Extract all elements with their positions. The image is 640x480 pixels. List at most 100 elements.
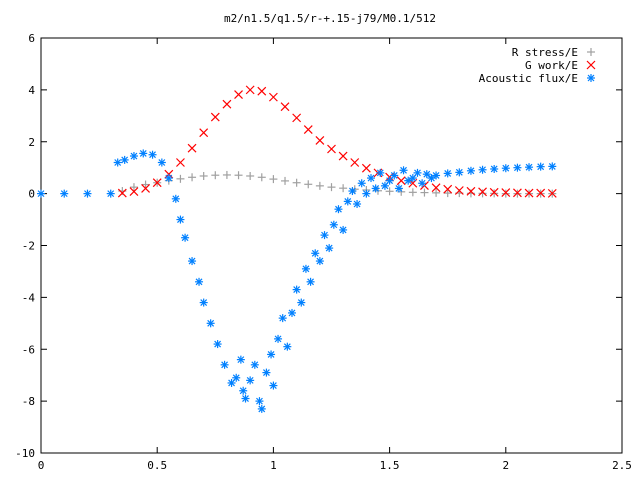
series-2-point <box>361 163 371 173</box>
series-3-point <box>287 308 296 317</box>
x-tick-label: 1 <box>270 459 277 472</box>
series-2 <box>117 85 557 198</box>
series-3-point <box>418 179 427 188</box>
series-1-point <box>408 188 417 197</box>
y-tick-label: -8 <box>22 395 35 408</box>
series-2-point <box>327 144 336 154</box>
y-tick-label: -2 <box>22 240 35 253</box>
x-tick-label: 2.5 <box>612 459 632 472</box>
series-3-point <box>206 319 215 328</box>
series-3-point <box>188 257 197 266</box>
series-2-point <box>478 187 487 197</box>
series-2-point <box>501 188 511 198</box>
series-3-point <box>443 169 452 178</box>
series-2-point <box>292 113 302 123</box>
series-1-point <box>246 171 255 180</box>
series-3-point <box>357 179 366 188</box>
series-1-point <box>141 180 150 189</box>
series-2-point <box>210 112 220 122</box>
y-tick-label: -10 <box>15 447 35 460</box>
series-2-point <box>443 184 453 194</box>
series-2-point <box>431 183 441 193</box>
series-3-point <box>120 155 129 164</box>
series-3-point <box>376 168 385 177</box>
series-1-point <box>490 189 499 198</box>
series-3-point <box>413 168 422 177</box>
series-3-point <box>343 197 352 206</box>
series-2-point <box>350 158 360 167</box>
series-3-point <box>394 184 403 193</box>
series-2-point <box>129 187 139 196</box>
series-3-point <box>371 184 380 193</box>
series-1-point <box>327 183 336 192</box>
series-1-point <box>443 189 452 198</box>
series-3-point <box>334 205 343 214</box>
series-1-point <box>234 171 243 180</box>
series-3-point <box>139 149 148 158</box>
series-1-point <box>420 188 429 197</box>
series-3-point <box>311 249 320 258</box>
series-3-point <box>329 220 338 229</box>
series-3-point <box>37 189 45 198</box>
series-1-point <box>257 173 266 182</box>
series-2-point <box>396 176 406 186</box>
y-tick-label: 6 <box>28 32 35 45</box>
series-2-point <box>547 188 557 198</box>
series-2-point <box>512 188 522 198</box>
series-2-point <box>152 178 162 188</box>
series-1 <box>118 170 557 198</box>
series-2-point <box>338 151 348 161</box>
series-3-point <box>325 244 334 253</box>
series-3-point <box>399 166 408 175</box>
x-tick-label: 0 <box>38 459 45 472</box>
y-tick-label: 0 <box>28 188 35 201</box>
series-2-point <box>234 90 243 99</box>
series-3-point <box>432 171 441 180</box>
series-2-point <box>176 158 185 167</box>
x-tick-label: 1.5 <box>380 459 400 472</box>
series-2-point <box>199 128 209 138</box>
series-3-point <box>269 381 278 390</box>
series-1-point <box>432 188 441 197</box>
series-3-point <box>466 166 475 175</box>
legend-marker-3 <box>587 74 595 82</box>
series-3-point <box>181 233 190 242</box>
series-3-point <box>250 360 259 369</box>
series-2-point <box>268 92 278 102</box>
series-2-point <box>489 187 499 197</box>
series-3-point <box>246 376 255 385</box>
series-1-point <box>315 181 324 190</box>
series-3-point <box>339 225 348 234</box>
series-3-point <box>478 165 487 174</box>
series-3-point <box>220 360 229 369</box>
series-3-point <box>236 355 245 364</box>
series-3-point <box>348 187 357 196</box>
series-3-point <box>274 334 283 343</box>
series-2-point <box>117 188 127 198</box>
legend-marker-1 <box>587 48 595 56</box>
legend-marker-2 <box>586 60 596 70</box>
series-1-point <box>501 189 510 198</box>
series-3-point <box>164 174 173 183</box>
series-3 <box>37 149 557 413</box>
series-1-point <box>129 183 138 192</box>
series-3-point <box>262 368 271 377</box>
series-3-point <box>239 386 248 395</box>
x-tick-label: 2 <box>502 459 509 472</box>
series-1-point <box>222 170 231 179</box>
axes: 0 0.5 1 1.5 2 2.5 -10 -8 -6 -4 -2 0 2 4 6 <box>15 32 632 472</box>
series-3-point <box>536 162 545 171</box>
series-2-point <box>222 99 232 109</box>
series-2-point <box>187 143 197 153</box>
series-2-point <box>245 85 255 95</box>
series-layer <box>37 85 557 413</box>
series-3-point <box>306 277 315 286</box>
series-1-point <box>478 189 487 198</box>
series-3-point <box>199 298 208 307</box>
series-3-point <box>60 189 69 198</box>
series-3-point <box>113 158 122 167</box>
series-3-point <box>255 397 264 406</box>
series-3-point <box>83 189 92 198</box>
